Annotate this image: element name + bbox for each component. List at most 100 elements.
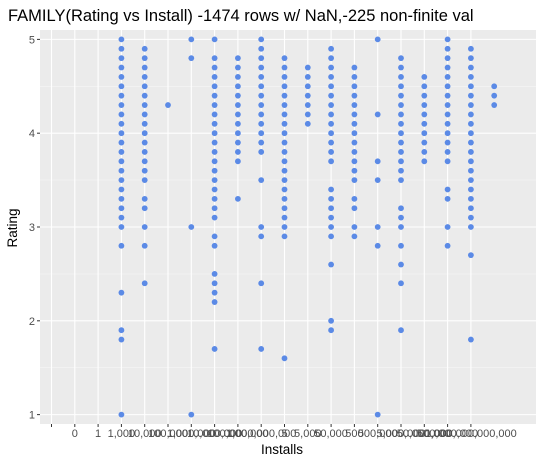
data-point [468,139,474,146]
data-point [328,130,334,137]
data-point [444,130,451,137]
data-point [468,111,474,118]
data-point [281,233,288,240]
data-point [211,130,218,137]
data-point [351,120,358,127]
data-point [328,45,334,52]
data-point [444,64,451,71]
data-point [258,74,265,80]
data-point [374,111,381,118]
data-point [351,83,358,90]
data-point [258,64,265,71]
data-point [444,102,451,108]
data-point [444,83,451,90]
data-point [211,233,218,240]
data-point [258,83,265,90]
data-point [235,139,241,146]
data-point [444,36,451,43]
data-point [141,167,148,174]
data-point [468,252,474,259]
data-point [304,102,311,108]
data-point [374,411,381,418]
data-point [235,83,241,90]
data-point [398,167,404,174]
x-tick-label: 1,000,000,000 [226,428,296,440]
data-point [281,120,288,127]
data-point [304,74,311,80]
y-axis-title: Rating [5,208,20,247]
data-point [235,55,241,62]
data-point [491,92,498,99]
data-point [141,45,148,52]
data-point [235,111,241,118]
data-point [468,45,474,52]
data-point [398,120,404,127]
data-point [444,139,451,146]
data-point [281,158,288,165]
x-tick-label: 0 [72,428,78,440]
data-point [351,74,358,80]
data-point [141,120,148,127]
data-point [235,149,241,155]
data-point [444,242,451,249]
data-point [258,55,265,62]
data-point [398,224,404,230]
data-point [188,36,195,43]
data-point [211,120,218,127]
x-tick-label: 50,000 [314,428,348,440]
data-point [281,186,288,193]
data-point [328,64,334,71]
data-point [328,224,334,230]
data-point [188,55,195,62]
data-point [398,205,404,212]
data-point [188,411,195,418]
data-point [258,177,265,183]
data-point [468,102,474,108]
data-point [258,130,265,137]
data-point [398,242,404,249]
data-point [235,64,241,71]
data-point [444,92,451,99]
data-point [444,158,451,165]
data-point [118,327,125,334]
data-point [398,83,404,90]
data-point [235,92,241,99]
data-point [141,177,148,183]
data-point [328,317,334,324]
data-point [141,64,148,71]
data-point [211,102,218,108]
data-point [235,195,241,202]
data-point [258,111,265,118]
data-point [211,92,218,99]
data-point [258,280,265,287]
data-point [351,111,358,118]
data-point [328,214,334,221]
data-point [281,130,288,137]
data-point [398,261,404,268]
data-point [118,55,125,62]
data-point [258,102,265,108]
data-point [281,64,288,71]
x-axis-title: Installs [261,442,303,457]
data-point [328,158,334,165]
data-point [141,242,148,249]
data-point [211,280,218,287]
data-point [281,139,288,146]
data-point [351,233,358,240]
x-tick-label: 50,000,000 [397,428,452,440]
data-point [141,74,148,80]
x-tick-label: 5,000,000 [377,428,426,440]
data-point [398,214,404,221]
data-point [118,289,125,296]
data-point [281,355,288,362]
data-point [141,280,148,287]
data-point [118,120,125,127]
data-point [281,167,288,174]
data-point [258,36,265,43]
data-point [211,299,218,305]
data-point [328,120,334,127]
data-point [351,102,358,108]
data-point [211,289,218,296]
data-point [211,167,218,174]
data-point [468,195,474,202]
